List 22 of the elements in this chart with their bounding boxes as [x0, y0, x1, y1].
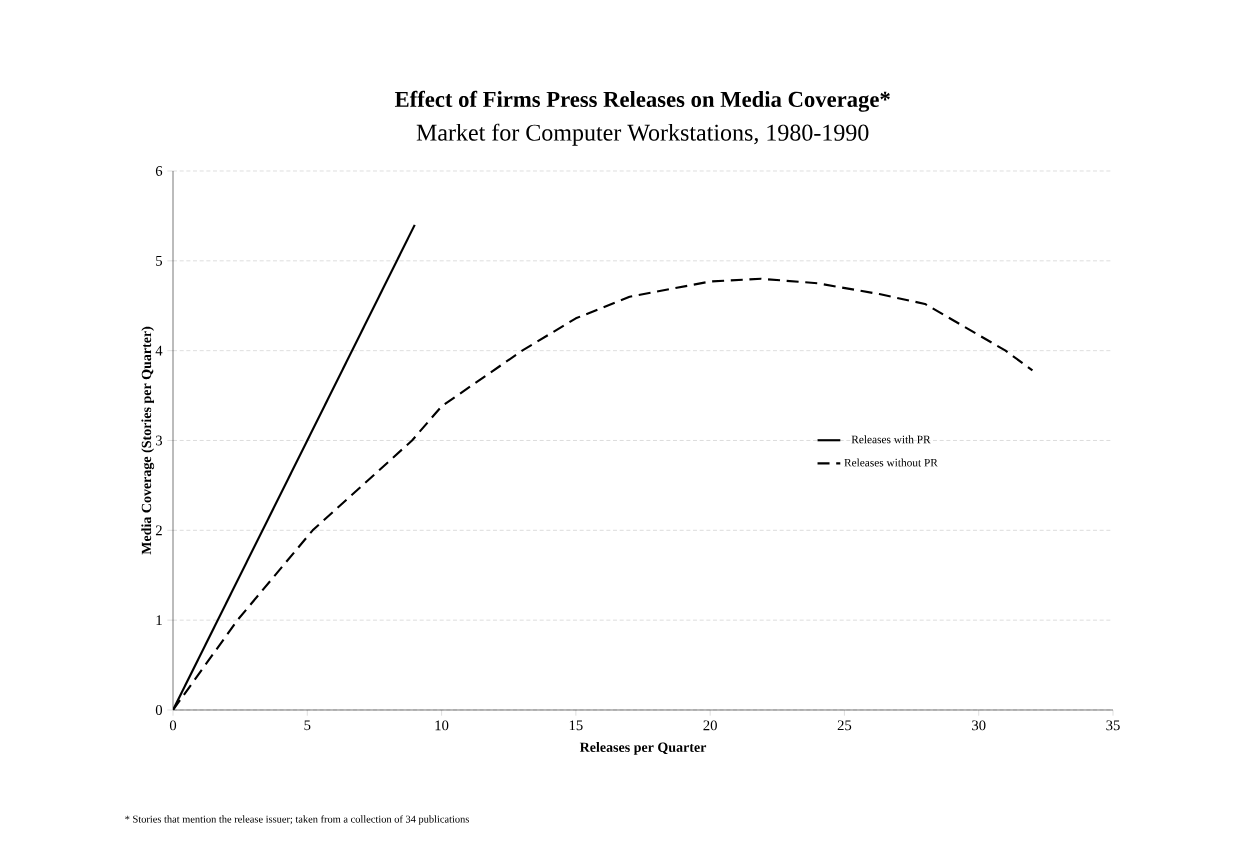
text: * Stories that mention the release issuer; taken from a collection of 34 publications [125, 815, 469, 825]
legend-label: Releases with PR [851, 435, 931, 444]
y-tick-label: 0 [155, 705, 163, 715]
y-tick-label: 5 [156, 255, 163, 266]
x-tick-label: 25 [837, 720, 852, 731]
y-axis-title: Media Coverage (Stories per Quarter) [141, 326, 155, 555]
chart-title: Effect of Firms Press Releases on Media Coverage* [394, 90, 890, 112]
x-axis-title: Releases per Quarter [579, 742, 707, 755]
x-tick-label: 30 [972, 720, 986, 731]
x-tick-label: 35 [1106, 720, 1120, 731]
x-tick-label: 15 [569, 720, 583, 731]
y-tick-label: 2 [155, 525, 162, 536]
y-tick-label: 4 [155, 345, 163, 356]
x-tick-label: 20 [703, 720, 717, 731]
y-tick-label: 6 [155, 166, 163, 176]
y-tick-label: 1 [156, 615, 162, 625]
chart-subtitle: Market for Computer Workstations, 1980-1990 [416, 123, 869, 146]
y-tick-label: 3 [155, 435, 163, 446]
legend-label: Releases without PR [844, 458, 938, 467]
x-tick-label: 10 [435, 720, 449, 731]
x-tick-label: 0 [169, 720, 177, 731]
x-tick-label: 5 [304, 720, 311, 731]
